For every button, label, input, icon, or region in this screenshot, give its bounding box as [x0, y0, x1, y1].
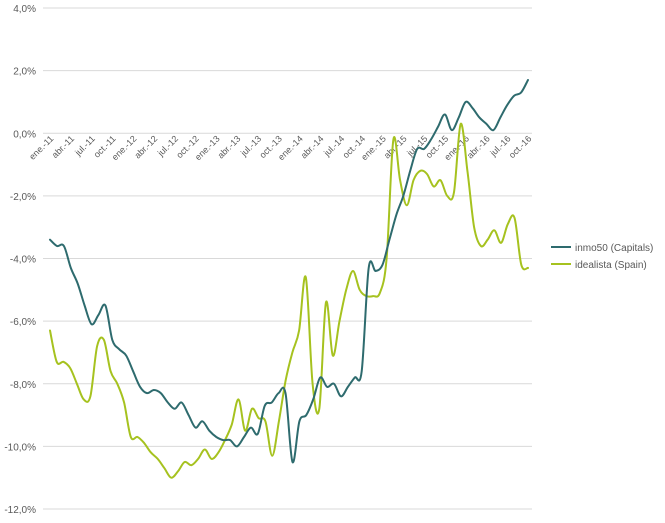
series-line-idealista-spain [49, 122, 529, 479]
y-tick-label: -8,0% [10, 380, 36, 391]
y-tick-label: -10,0% [4, 442, 36, 453]
y-tick-label: -6,0% [10, 317, 36, 328]
legend: inmo50 (Capitals) idealista (Spain) [551, 243, 653, 271]
y-tick-label: 2,0% [13, 67, 36, 78]
y-tick-label: -4,0% [10, 255, 36, 266]
x-tick-label: abr.-16 [465, 134, 492, 161]
y-tick-label: -2,0% [10, 192, 36, 203]
x-tick-label: abr.-14 [299, 134, 326, 161]
series-lines [49, 79, 529, 479]
y-tick-label: 0,0% [13, 129, 36, 140]
y-tick-label: -12,0% [4, 505, 36, 516]
y-tick-label: 4,0% [13, 4, 36, 15]
legend-label-inmo50-capitals: inmo50 (Capitals) [575, 243, 653, 254]
legend-label-idealista-spain: idealista (Spain) [575, 260, 647, 271]
gridlines [43, 7, 532, 510]
y-axis-ticks: 4,0% 2,0% 0,0% -2,0% -4,0% -6,0% -8,0% -10,0% -1… [4, 4, 36, 516]
x-tick-label: abr.-11 [50, 134, 76, 160]
x-tick-label: oct.-16 [507, 134, 534, 161]
series-line-inmo50-capitals [49, 79, 529, 464]
x-tick-label: abr.-13 [216, 134, 243, 161]
x-tick-label: abr.-12 [132, 134, 159, 161]
